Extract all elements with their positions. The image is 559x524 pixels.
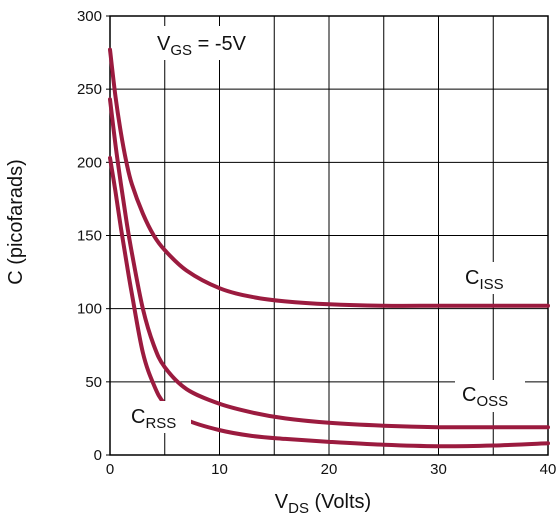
crss-label: CRSS	[125, 401, 191, 433]
y-tick-label: 200	[77, 154, 102, 171]
x-tick-label: 30	[430, 461, 447, 478]
y-tick-label: 250	[77, 81, 102, 98]
x-tick-label: 0	[106, 461, 114, 478]
svg-text:COSS: COSS	[462, 384, 508, 410]
y-tick-label: 100	[77, 301, 102, 318]
vgs-condition-label: VGS = -5V	[150, 26, 270, 60]
svg-text:CISS: CISS	[465, 267, 504, 293]
x-axis-label: VDS (Volts)	[275, 491, 371, 517]
svg-text:CRSS: CRSS	[131, 406, 176, 432]
ciss-label: CISS	[457, 262, 521, 294]
y-tick-label: 50	[85, 374, 102, 391]
series-line-c-oss	[108, 97, 550, 430]
svg-text:VGS = -5V: VGS = -5V	[157, 33, 247, 59]
coss-label: COSS	[455, 380, 525, 412]
y-axis-label: C (picofarads)	[5, 159, 27, 285]
y-tick-label: 0	[94, 447, 102, 464]
x-tick-labels: 0 10 20 30 40	[106, 461, 557, 478]
grid-lines	[110, 16, 548, 455]
series-line-c-iss	[108, 47, 550, 308]
x-tick-label: 20	[321, 461, 338, 478]
y-tick-label: 300	[77, 8, 102, 25]
y-tick-labels: 0 50 100 150 200 250 300	[77, 8, 110, 464]
x-tick-label: 10	[211, 461, 228, 478]
x-tick-label: 40	[540, 461, 557, 478]
y-tick-label: 150	[77, 228, 102, 245]
